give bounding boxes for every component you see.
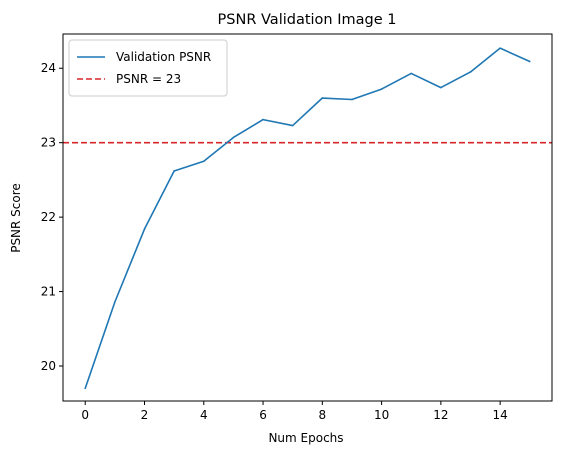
data-point [143, 228, 146, 230]
legend: Validation PSNR PSNR = 23 [68, 39, 228, 97]
data-point [321, 97, 324, 99]
data-point [528, 60, 531, 63]
legend-box [68, 39, 228, 97]
y-tick-label: 20 [41, 359, 56, 373]
x-tick-label: 12 [433, 408, 448, 422]
x-tick-label: 0 [81, 408, 89, 422]
data-point [173, 170, 175, 172]
x-axis-label: Num Epochs [268, 431, 343, 445]
data-point [410, 72, 413, 75]
y-tick-label: 23 [41, 136, 56, 150]
legend-entry-label: Validation PSNR [116, 50, 211, 64]
data-point [232, 136, 235, 139]
data-point [380, 88, 383, 90]
data-point [499, 47, 501, 49]
data-point [469, 71, 472, 73]
data-point [84, 387, 87, 390]
data-point [291, 124, 294, 127]
data-point [114, 301, 116, 303]
x-tick-label: 2 [141, 408, 149, 422]
data-point [440, 86, 442, 89]
data-point [262, 118, 264, 121]
data-point [202, 160, 205, 163]
y-axis-label: PSNR Score [9, 183, 23, 253]
chart-title: PSNR Validation Image 1 [218, 12, 397, 28]
x-tick-label: 8 [318, 408, 326, 422]
y-tick-label: 21 [41, 285, 56, 299]
x-tick-label: 6 [259, 408, 267, 422]
series-line-0 [84, 47, 531, 389]
x-tick-label: 10 [374, 408, 389, 422]
y-tick-label: 22 [41, 210, 56, 224]
legend-entry-label: PSNR = 23 [116, 72, 181, 86]
x-tick-label: 4 [200, 408, 208, 422]
y-tick-label: 24 [41, 61, 56, 75]
data-point [351, 98, 353, 101]
x-tick-label: 14 [492, 408, 507, 422]
